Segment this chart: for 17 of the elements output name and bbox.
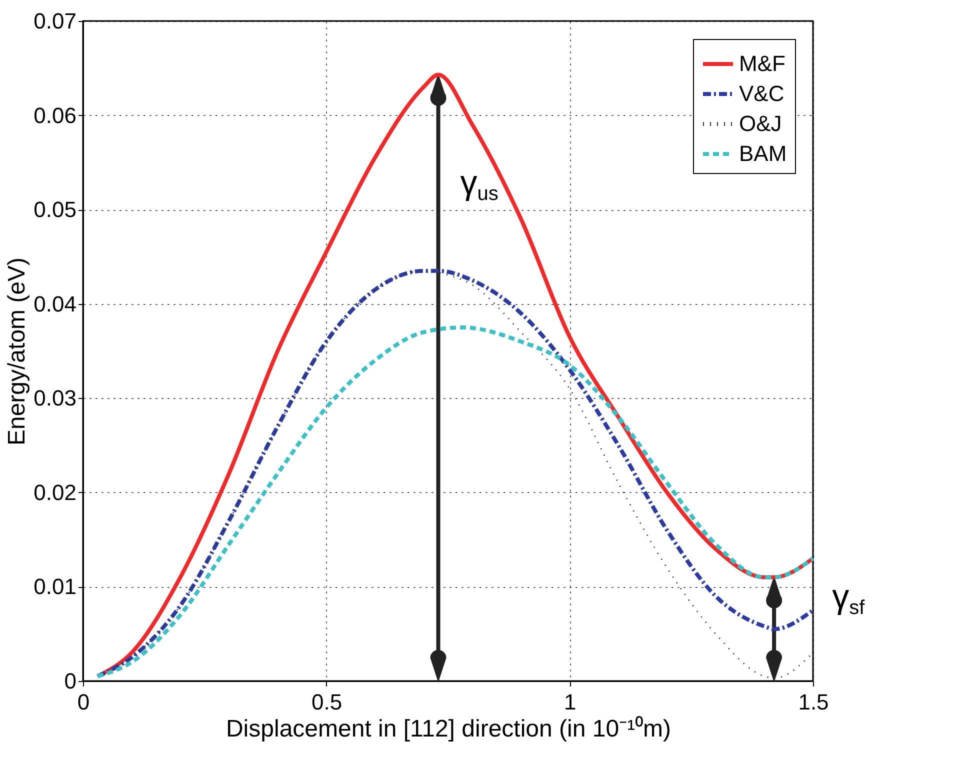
y-tick-label: 0.07 bbox=[34, 8, 76, 34]
y-tick-label: 0.05 bbox=[34, 197, 76, 222]
x-axis-title: Displacement in [112] direction (in 10⁻¹⁰m) bbox=[226, 716, 672, 742]
y-tick-label: 0.01 bbox=[34, 574, 76, 600]
y-tick-label: 0 bbox=[64, 668, 76, 694]
y-tick-label: 0.04 bbox=[34, 291, 76, 316]
legend-label: BAM bbox=[739, 141, 787, 166]
legend-label: V&C bbox=[739, 81, 784, 106]
y-tick-label: 0.06 bbox=[34, 102, 76, 128]
y-tick-label: 0.02 bbox=[34, 480, 76, 505]
y-axis-title: Energy/atom (eV) bbox=[4, 257, 31, 446]
x-tick-label: 0.5 bbox=[312, 690, 342, 714]
x-tick-label: 1 bbox=[564, 690, 576, 714]
legend-label: M&F bbox=[739, 51, 786, 76]
x-tick-label: 1.5 bbox=[798, 690, 829, 714]
legend-label: O&J bbox=[739, 111, 782, 136]
y-tick-label: 0.03 bbox=[34, 386, 76, 411]
